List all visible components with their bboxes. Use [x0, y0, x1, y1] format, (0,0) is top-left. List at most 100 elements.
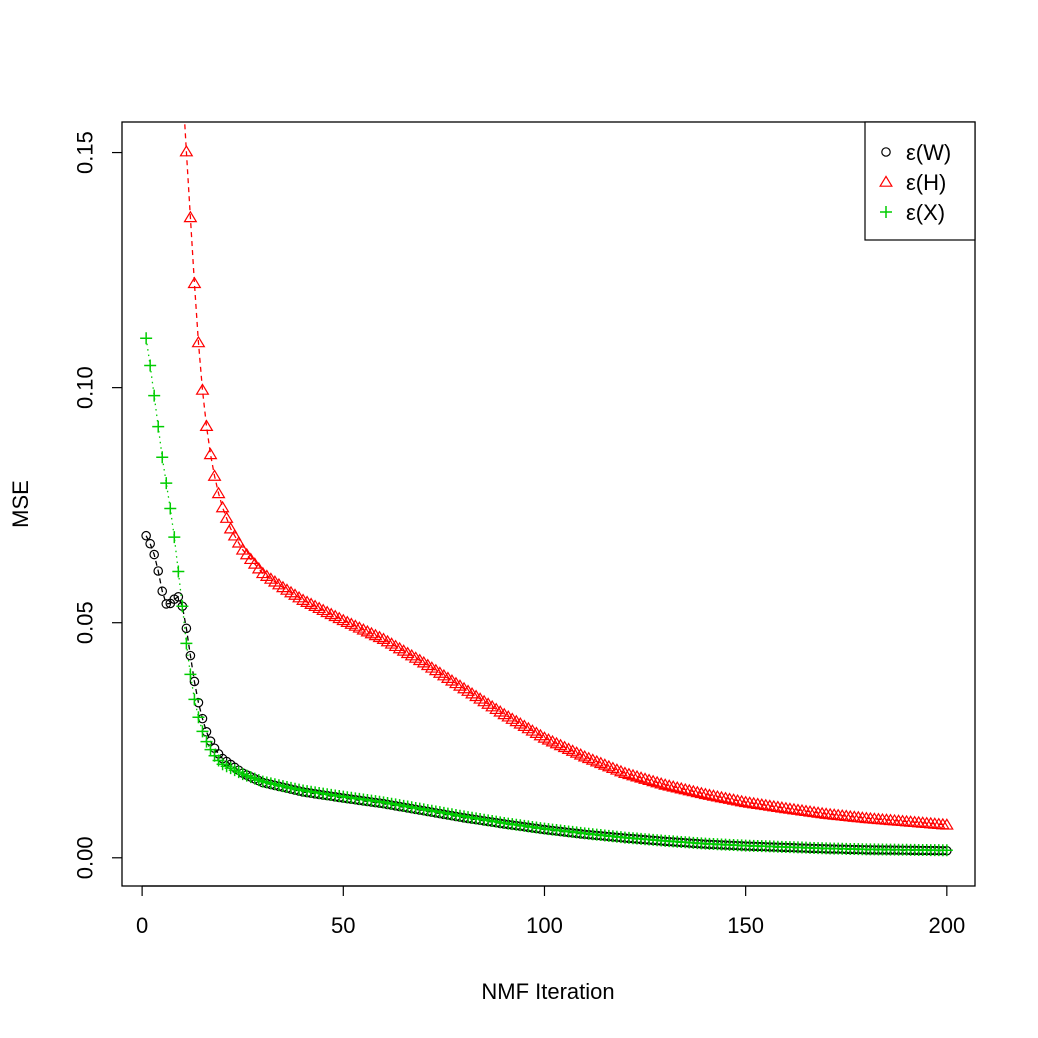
data-point [336, 613, 351, 626]
data-point [204, 743, 217, 756]
data-point [714, 790, 729, 803]
data-point [766, 799, 781, 812]
data-point [638, 772, 653, 784]
data-point [199, 419, 214, 431]
data-point [196, 725, 209, 738]
y-tick-label: 0.00 [73, 836, 98, 879]
y-tick-label: 0.05 [73, 601, 98, 644]
data-point [215, 500, 230, 513]
series-3 [140, 332, 953, 857]
x-axis: 0 50 100 150 200 [136, 885, 965, 938]
data-point [176, 600, 189, 613]
data-point [191, 335, 206, 348]
data-point [622, 767, 636, 780]
data-point [565, 744, 580, 756]
legend-label: ε(H) [906, 170, 946, 195]
data-point [686, 784, 701, 797]
data-point [223, 521, 238, 534]
data-point [219, 511, 234, 523]
x-tick-label: 0 [136, 913, 148, 938]
data-point [247, 557, 262, 569]
data-point [360, 624, 375, 637]
data-point [144, 359, 157, 372]
data-point [630, 769, 644, 782]
data-point [718, 791, 733, 804]
data-point [694, 786, 709, 799]
data-point [690, 785, 705, 798]
data-point [597, 758, 612, 770]
data-point [613, 764, 628, 777]
x-tick-label: 100 [526, 913, 563, 938]
data-point [662, 779, 677, 791]
data-point [589, 754, 604, 767]
data-point [569, 746, 584, 758]
data-point [618, 766, 632, 778]
data-point [181, 623, 192, 634]
data-point [674, 781, 689, 794]
data-point [634, 771, 648, 783]
data-point [364, 626, 379, 639]
data-point [200, 735, 213, 748]
x-axis-label: NMF Iteration [481, 979, 614, 1004]
data-point [157, 586, 168, 597]
data-point [173, 592, 184, 602]
data-point [251, 561, 266, 574]
data-point [161, 599, 172, 609]
data-point [758, 798, 773, 811]
data-point [726, 793, 741, 805]
data-point [940, 844, 953, 857]
data-point [188, 693, 201, 706]
legend-marker [879, 175, 893, 187]
data-point [149, 549, 159, 560]
data-point [207, 469, 222, 481]
data-point [770, 800, 785, 813]
data-point [670, 780, 685, 793]
data-point [537, 731, 552, 743]
data-point [545, 734, 560, 747]
data-point [658, 778, 673, 790]
data-point [774, 801, 789, 813]
data-point [746, 796, 761, 809]
data-point [626, 768, 640, 781]
legend-label: ε(X) [906, 200, 945, 225]
data-point [189, 676, 200, 687]
data-point [152, 420, 165, 433]
data-point [754, 797, 769, 810]
legend-label: ε(W) [906, 140, 951, 165]
data-point [605, 761, 620, 774]
data-point [195, 383, 210, 395]
data-point [557, 740, 572, 753]
data-point [164, 502, 177, 515]
data-point [356, 622, 371, 635]
series-2 [179, 122, 954, 830]
data-point [211, 486, 226, 499]
data-point [750, 797, 765, 809]
data-point [140, 332, 153, 345]
data-point [184, 668, 197, 681]
data-point [738, 795, 753, 808]
data-point [650, 775, 665, 788]
data-point [646, 774, 661, 787]
data-point [231, 536, 246, 548]
data-point [235, 543, 250, 555]
data-point [348, 619, 363, 631]
data-point [141, 530, 151, 541]
data-point [666, 780, 681, 792]
data-point [577, 749, 592, 762]
data-point [581, 751, 596, 764]
y-tick-label: 0.10 [73, 366, 98, 409]
data-point [722, 792, 737, 804]
series-layer [140, 122, 954, 857]
legend-marker [880, 206, 892, 218]
data-point [541, 733, 556, 745]
data-point [180, 637, 193, 650]
data-point [939, 818, 954, 830]
data-point [239, 547, 254, 560]
data-point [156, 451, 169, 464]
x-tick-label: 150 [727, 913, 764, 938]
data-point [192, 711, 205, 724]
data-point [148, 389, 161, 402]
data-point [678, 782, 693, 795]
data-point [185, 650, 196, 661]
data-point [183, 210, 198, 223]
